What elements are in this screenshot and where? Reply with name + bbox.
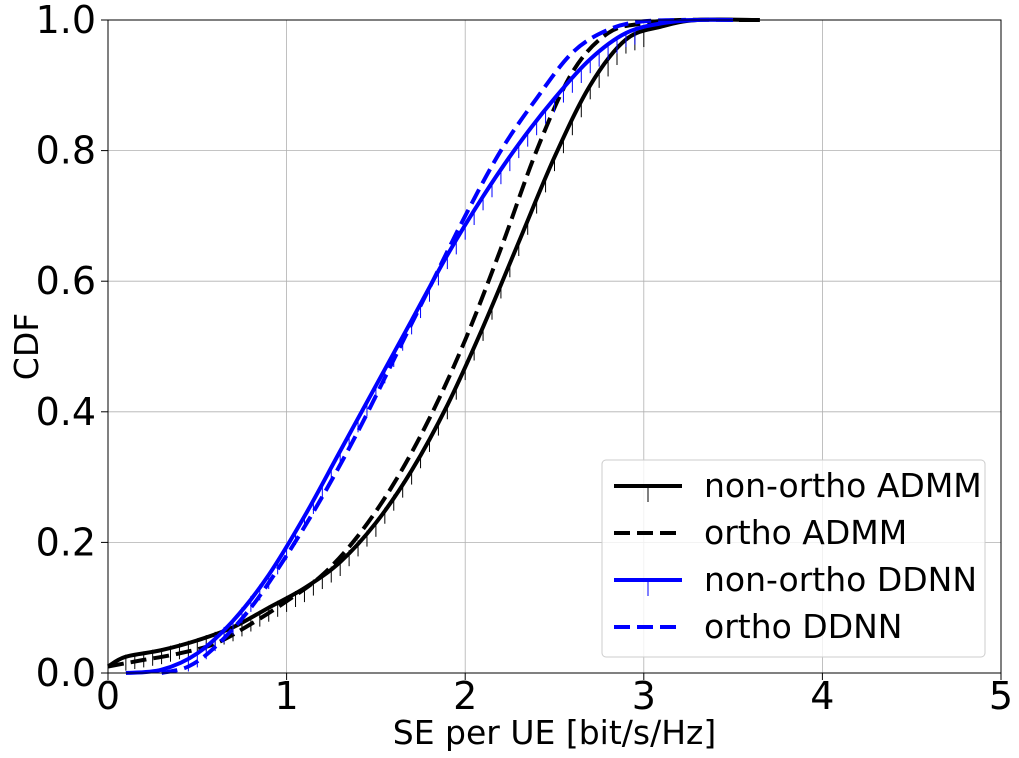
y-tick-label: 1.0: [36, 0, 96, 42]
axis-ticks: 0 1 2 3 4 5 0.0 0.2 0.4 0.6 0.8 1.0: [36, 0, 1014, 718]
legend: non-ortho ADMM ortho ADMM non-ortho DDNN or…: [601, 459, 986, 658]
x-tick-label: 2: [453, 674, 477, 718]
y-axis-label: CDF: [7, 313, 46, 380]
x-axis-label: SE per UE [bit/s/Hz]: [393, 713, 716, 752]
x-tick-label: 5: [989, 674, 1013, 718]
y-tick-label: 0.8: [36, 129, 96, 173]
series-layer: [106, 17, 760, 675]
series-line: [161, 18, 698, 675]
x-tick-label: 1: [275, 674, 299, 718]
x-tick-label: 0: [96, 674, 120, 718]
y-tick-label: 0.2: [36, 520, 96, 564]
legend-label: ortho DDNN: [704, 607, 902, 646]
legend-box: [601, 459, 986, 658]
y-tick-label: 0.0: [36, 651, 96, 695]
series-line: [107, 17, 752, 669]
x-tick-label: 4: [810, 674, 834, 718]
plot-frame: [107, 19, 1002, 674]
y-tick-label: 0.4: [36, 390, 96, 434]
legend-label: non-ortho DDNN: [704, 560, 977, 599]
legend-label: non-ortho ADMM: [704, 466, 982, 505]
legend-label: ortho ADMM: [704, 513, 907, 552]
y-tick-label: 0.6: [36, 259, 96, 303]
series-line: [106, 17, 760, 669]
x-tick-label: 3: [632, 674, 656, 718]
